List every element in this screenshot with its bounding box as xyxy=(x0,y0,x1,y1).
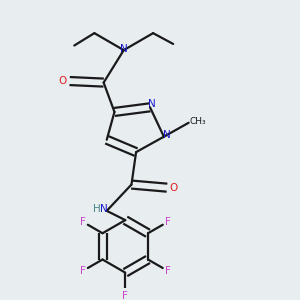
Text: F: F xyxy=(122,291,128,300)
Text: N: N xyxy=(163,130,171,140)
Text: F: F xyxy=(80,266,85,276)
Text: N: N xyxy=(148,99,155,109)
Text: O: O xyxy=(170,183,178,193)
Text: F: F xyxy=(165,217,171,227)
Text: CH₃: CH₃ xyxy=(190,117,206,126)
Text: F: F xyxy=(80,217,85,227)
Text: O: O xyxy=(59,76,67,86)
Text: N: N xyxy=(100,204,107,214)
Text: H: H xyxy=(93,204,101,214)
Text: F: F xyxy=(165,266,171,276)
Text: N: N xyxy=(120,44,127,54)
